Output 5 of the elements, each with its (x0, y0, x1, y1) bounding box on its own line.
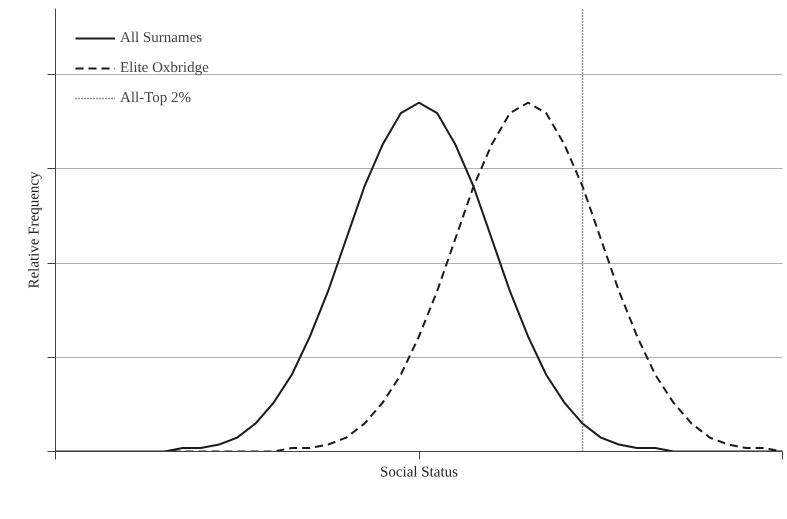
x-axis-title: Social Status (380, 464, 458, 480)
legend-label: All Surnames (120, 30, 202, 46)
legend-label: Elite Oxbridge (120, 60, 209, 76)
text: All-Top 2% (120, 90, 192, 106)
y-axis-title: Relative Frequency (26, 170, 42, 289)
